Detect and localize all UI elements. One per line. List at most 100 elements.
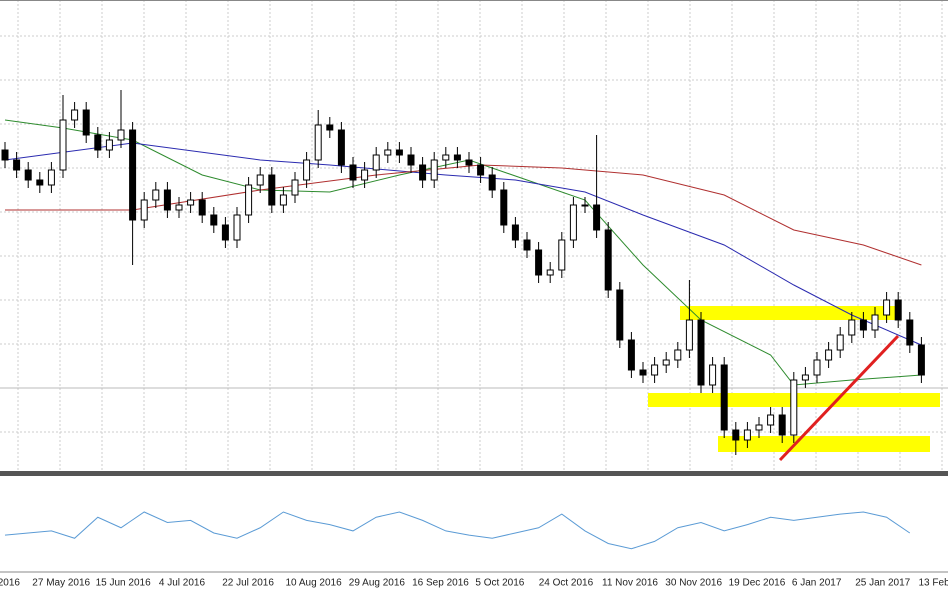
candle-body (36, 179, 44, 186)
candle-body (477, 164, 485, 176)
candle-body (407, 154, 415, 166)
moving-average (4, 142, 922, 346)
x-axis: 2016 27 May 2016 15 Jun 2016 4 Jul 2016 22 J… (0, 578, 948, 589)
candle-body (198, 199, 206, 216)
candle-body (825, 349, 833, 361)
x-tick-label: 29 Aug 2016 (349, 578, 406, 589)
x-tick-label: 19 Dec 2016 (729, 578, 786, 589)
candle-body (581, 204, 589, 207)
candle-body (488, 174, 496, 191)
candle-body (767, 414, 775, 426)
plot (1, 90, 925, 550)
x-tick-label: 4 Jul 2016 (159, 578, 206, 589)
candle-body (836, 334, 844, 351)
moving-average (5, 164, 922, 266)
candle-body (465, 159, 473, 166)
candle-body (523, 239, 531, 251)
candle-body (593, 204, 601, 231)
candle-body (430, 159, 438, 181)
x-tick-label: 22 Jul 2016 (222, 578, 274, 589)
x-tick-label: 25 Jan 2017 (855, 578, 910, 589)
candle-body (894, 299, 902, 321)
candle-body (163, 189, 171, 211)
candle-body (743, 429, 751, 441)
x-tick-label: 6 Jan 2017 (792, 578, 842, 589)
x-tick-label: 30 Nov 2016 (665, 578, 722, 589)
candle-body (82, 109, 90, 136)
candle-body (140, 199, 148, 221)
candle-body (442, 154, 450, 161)
candle-body (883, 299, 891, 316)
candle-body (685, 319, 693, 351)
candle-body (511, 224, 519, 241)
candle-body (871, 314, 879, 331)
candle-body (651, 364, 659, 376)
candle-body (627, 339, 635, 371)
candle-body (221, 224, 229, 241)
candle-body (755, 424, 763, 431)
candle-body (71, 109, 79, 121)
candle-body (337, 129, 345, 166)
candle-body (245, 184, 253, 216)
candle-body (349, 164, 357, 181)
candle-body (210, 214, 218, 226)
candle-body (1, 149, 9, 161)
candle-body (129, 129, 137, 221)
candle-body (13, 159, 21, 171)
candle-body (720, 364, 728, 431)
candle-body (848, 319, 856, 336)
candle-body (361, 169, 369, 181)
candle-body (790, 379, 798, 436)
candle-body (268, 174, 276, 206)
candle-body (453, 154, 461, 161)
candle-body (419, 164, 427, 181)
candle-body (372, 154, 380, 171)
candle-body (500, 189, 508, 226)
candle-body (778, 414, 786, 436)
candle-body (535, 249, 543, 276)
candle-body (917, 344, 925, 376)
x-tick-label: 24 Oct 2016 (539, 578, 594, 589)
x-tick-label: 15 Jun 2016 (96, 578, 151, 589)
candle-body (604, 229, 612, 291)
candle-body (152, 189, 160, 201)
x-tick-label: 27 May 2016 (32, 578, 90, 589)
candle-body (558, 239, 566, 271)
x-tick-label: 13 Feb (919, 578, 948, 589)
moving-average (4, 119, 922, 386)
candle-body (303, 159, 311, 181)
zone (718, 436, 930, 452)
candle-body (616, 289, 624, 341)
candle-body (291, 179, 299, 196)
candle-body (569, 204, 577, 241)
candle-body (395, 149, 403, 156)
x-tick-label: 11 Nov 2016 (602, 578, 658, 589)
candle-body (187, 199, 195, 206)
candle-body (732, 429, 740, 441)
candle-body (24, 169, 32, 181)
candle-body (117, 129, 125, 141)
candle-body (314, 124, 322, 161)
candle-body (384, 149, 392, 156)
candle-body (59, 119, 67, 171)
candle-body (859, 319, 867, 331)
candle-body (94, 134, 102, 151)
candle-body (256, 174, 264, 186)
candle-body (47, 169, 55, 186)
x-tick-label: 5 Oct 2016 (475, 578, 524, 589)
candle-body (279, 194, 287, 206)
candle-body (662, 359, 670, 366)
x-tick-label: 10 Aug 2016 (286, 578, 343, 589)
candle-body (697, 319, 705, 386)
candle-body (709, 364, 717, 386)
candle-body (639, 369, 647, 376)
candle-body (906, 319, 914, 346)
candle-body (326, 124, 334, 131)
zone (680, 306, 895, 320)
candle-body (105, 139, 113, 151)
candle-body (801, 374, 809, 381)
candle-body (175, 204, 183, 211)
panel-separator (0, 471, 948, 476)
